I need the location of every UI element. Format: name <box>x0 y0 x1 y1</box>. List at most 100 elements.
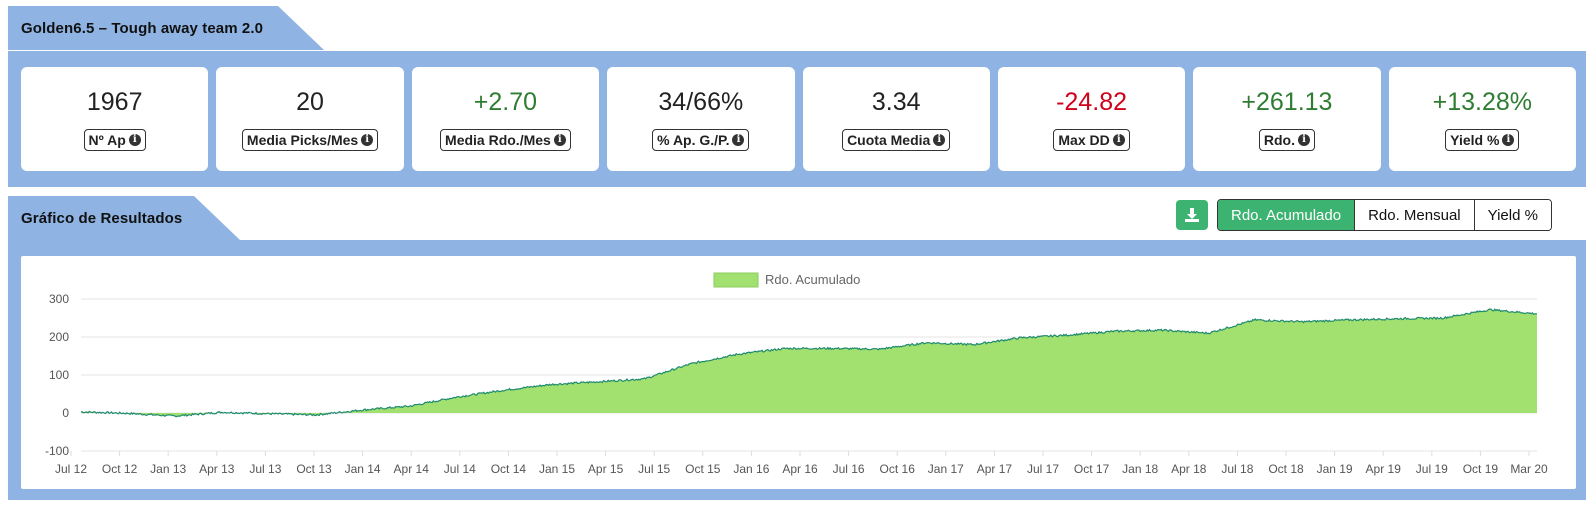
stat-label: Nº Ap <box>88 132 126 148</box>
info-icon[interactable]: i <box>1297 134 1310 146</box>
stat-label-button[interactable]: Cuota Media i <box>842 129 951 151</box>
chart-container: 300 200 100 0 -100 Jul 12 Oct 12 Jan 13 Apr 13 J… <box>21 256 1576 489</box>
x-tick-label: Jan 16 <box>733 462 769 476</box>
stat-label-button[interactable]: % Ap. G./P. i <box>652 129 750 151</box>
stat-value: 34/66% <box>658 88 744 116</box>
rdo-mensual-button[interactable]: Rdo. Mensual <box>1354 200 1474 230</box>
chart-mode-toggle: Rdo. Acumulado Rdo. Mensual Yield % <box>1217 199 1552 231</box>
x-tick-label: Apr 15 <box>588 462 624 476</box>
x-tick-label: Apr 14 <box>394 462 430 476</box>
info-icon[interactable]: i <box>933 134 946 146</box>
info-icon[interactable]: i <box>1112 134 1125 146</box>
stat-value: +13.28% <box>1432 88 1532 116</box>
strategy-title: Golden6.5 – Tough away team 2.0 <box>21 19 264 37</box>
stat-label-button[interactable]: Media Picks/Mes i <box>241 129 379 151</box>
stat-label: Media Picks/Mes <box>246 132 359 148</box>
yield-button[interactable]: Yield % <box>1473 200 1551 230</box>
stat-label: Media Rdo./Mes <box>445 132 551 148</box>
legend-label: Rdo. Acumulado <box>765 272 860 287</box>
x-tick-label: Oct 18 <box>1268 462 1304 476</box>
x-tick-label: Oct 14 <box>491 462 527 476</box>
stat-card-yield: +13.28% Yield % i <box>1388 67 1576 171</box>
info-icon[interactable]: i <box>128 134 141 146</box>
x-tick-label: Oct 17 <box>1074 462 1110 476</box>
chart-section-tab: Gráfico de Resultados <box>8 196 240 240</box>
x-tick-label: Mar 20 <box>1510 462 1548 476</box>
x-tick-label: Oct 12 <box>102 462 138 476</box>
rdo-acumulado-button[interactable]: Rdo. Acumulado <box>1218 200 1355 230</box>
stat-label-button[interactable]: Nº Ap i <box>83 129 146 151</box>
y-axis-ticks: 300 200 100 0 -100 <box>45 292 69 458</box>
x-tick-label: Oct 15 <box>685 462 721 476</box>
download-icon <box>1185 208 1199 222</box>
x-tick-label: Jan 15 <box>539 462 575 476</box>
x-axis-ticks: Jul 12 Oct 12 Jan 13 Apr 13 Jul 13 Oct 13 Jan … <box>55 462 1548 476</box>
stat-label-button[interactable]: Rdo. i <box>1258 129 1315 151</box>
stat-value: +2.70 <box>473 88 538 116</box>
y-tick-label: 200 <box>49 330 69 344</box>
x-tick-label: Jul 18 <box>1221 462 1253 476</box>
stat-card-avg-odds: 3.34 Cuota Media i <box>802 67 990 171</box>
x-tick-label: Jul 19 <box>1416 462 1448 476</box>
x-tick-label: Jul 14 <box>444 462 476 476</box>
x-tick-label: Jul 12 <box>55 462 87 476</box>
stat-label: Cuota Media <box>847 132 931 148</box>
stat-label: Rdo. <box>1263 132 1295 148</box>
stats-panel: 1967 Nº Ap i 20 Media Picks/Mes i +2.70 Me… <box>8 51 1586 187</box>
legend-swatch <box>713 272 759 288</box>
x-tick-label: Apr 19 <box>1366 462 1402 476</box>
chart-area-layer <box>80 308 1537 418</box>
x-tick-label: Jul 13 <box>249 462 281 476</box>
x-tick-label: Jan 18 <box>1122 462 1158 476</box>
x-tick-label: Jan 13 <box>150 462 186 476</box>
stat-card-max-dd: -24.82 Max DD i <box>997 67 1186 171</box>
stat-label: Max DD <box>1058 132 1110 148</box>
chart-panel: 300 200 100 0 -100 Jul 12 Oct 12 Jan 13 Apr 13 J… <box>8 240 1586 500</box>
series-area-rdo-acumulado <box>81 309 1537 417</box>
strategy-title-tab: Golden6.5 – Tough away team 2.0 <box>8 6 324 50</box>
x-tick-label: Jul 17 <box>1027 462 1059 476</box>
chart-legend[interactable]: Rdo. Acumulado <box>713 272 860 288</box>
x-tick-label: Jan 14 <box>345 462 381 476</box>
stat-card-num-picks: 1967 Nº Ap i <box>21 67 209 171</box>
info-icon[interactable]: i <box>732 134 745 146</box>
y-tick-label: 300 <box>49 292 69 306</box>
stat-card-picks-per-month: 20 Media Picks/Mes i <box>216 67 404 171</box>
x-tick-label: Apr 17 <box>977 462 1013 476</box>
stats-row: 1967 Nº Ap i 20 Media Picks/Mes i +2.70 Me… <box>21 67 1576 171</box>
stat-value: 1967 <box>86 88 143 116</box>
stat-label: Yield % <box>1450 132 1500 148</box>
x-tick-label: Oct 19 <box>1463 462 1499 476</box>
x-tick-label: Jul 16 <box>833 462 865 476</box>
x-tick-label: Oct 13 <box>296 462 332 476</box>
info-icon[interactable]: i <box>1502 134 1515 146</box>
stat-label-button[interactable]: Max DD i <box>1053 129 1130 151</box>
info-icon[interactable]: i <box>553 134 566 146</box>
stat-value: +261.13 <box>1241 88 1333 116</box>
stat-card-result-per-month: +2.70 Media Rdo./Mes i <box>411 67 600 171</box>
stat-label-button[interactable]: Media Rdo./Mes i <box>440 129 571 151</box>
chart-section-title: Gráfico de Resultados <box>21 209 183 227</box>
stat-card-win-loss: 34/66% % Ap. G./P. i <box>607 67 795 171</box>
x-tick-label: Apr 16 <box>782 462 818 476</box>
x-tick-label: Jul 15 <box>638 462 670 476</box>
info-icon[interactable]: i <box>361 134 374 146</box>
stat-value: 3.34 <box>871 88 921 116</box>
x-tick-label: Jan 17 <box>928 462 964 476</box>
stat-value: -24.82 <box>1056 88 1127 116</box>
x-tick-label: Apr 13 <box>199 462 235 476</box>
download-button[interactable] <box>1176 200 1208 230</box>
y-tick-label: 0 <box>62 406 69 420</box>
chart-controls: Rdo. Acumulado Rdo. Mensual Yield % <box>1176 199 1552 231</box>
stat-value: 20 <box>296 88 324 116</box>
stat-card-result: +261.13 Rdo. i <box>1193 67 1381 171</box>
x-tick-label: Jan 19 <box>1317 462 1353 476</box>
y-tick-label: -100 <box>45 444 69 458</box>
stat-label: % Ap. G./P. <box>657 132 730 148</box>
stat-label-button[interactable]: Yield % i <box>1445 129 1520 151</box>
series-line-rdo-acumulado <box>80 308 1537 418</box>
y-tick-label: 100 <box>49 368 69 382</box>
x-tick-label: Oct 16 <box>880 462 916 476</box>
x-tick-label: Apr 18 <box>1171 462 1207 476</box>
